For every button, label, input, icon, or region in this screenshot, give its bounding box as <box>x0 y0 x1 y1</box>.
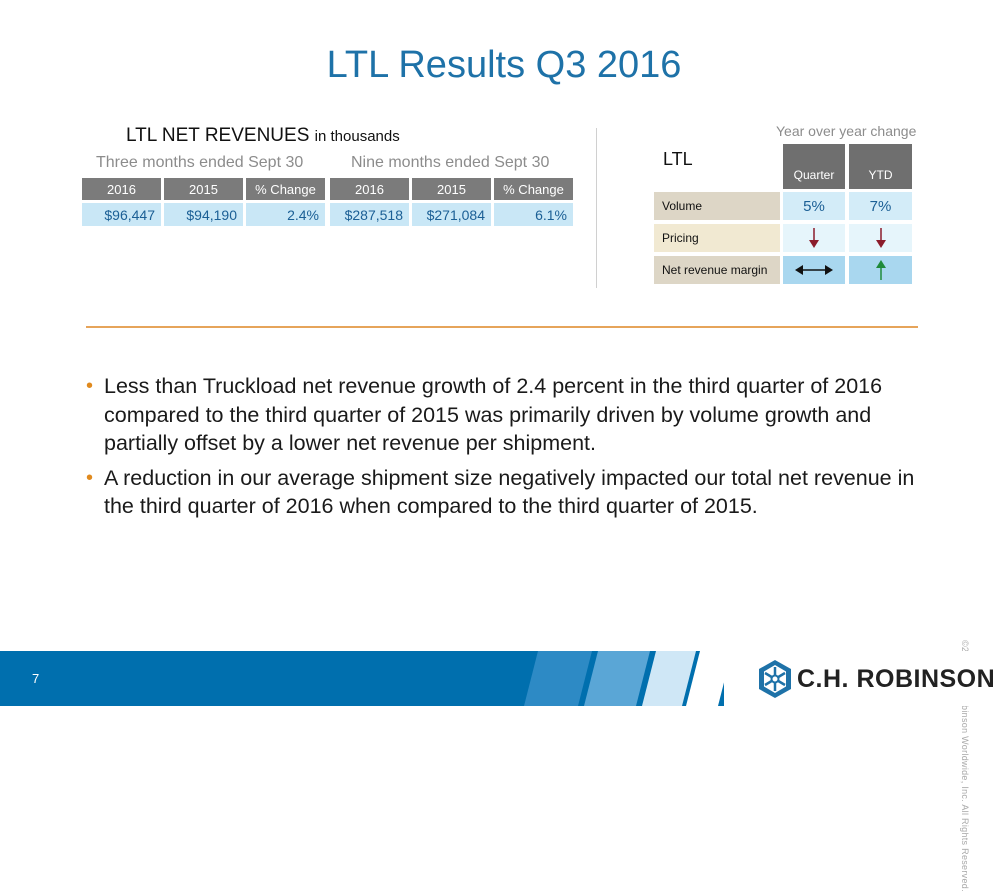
bullet-text: A reduction in our average shipment size… <box>104 465 915 519</box>
segment-label: LTL <box>663 149 693 169</box>
net-revenues-heading: LTL NET REVENUES in thousands <box>126 125 400 147</box>
content-divider <box>86 326 918 328</box>
quarter-header: Quarter <box>783 144 845 189</box>
header-2015: 2015 <box>164 178 243 203</box>
pricing-quarter <box>783 224 845 252</box>
header-2016: 2016 <box>330 178 409 203</box>
left-right-arrow-icon <box>795 265 833 275</box>
pricing-ytd <box>849 224 912 252</box>
brand-name: C.H. ROBINSON <box>797 665 996 693</box>
yoy-caption: Year over year change <box>776 123 917 139</box>
header-pct-change: % Change <box>494 178 573 203</box>
bullet-dot-icon: • <box>86 375 94 397</box>
value-pct-change: 2.4% <box>246 203 325 226</box>
up-arrow-icon <box>875 260 886 280</box>
row-label-pricing: Pricing <box>654 224 780 252</box>
slide-number: 7 <box>32 671 40 686</box>
header-pct-change: % Change <box>246 178 325 203</box>
bullet-list: • Less than Truckload net revenue growth … <box>86 372 926 527</box>
three-months-table: 2016 2015 % Change $96,447 $94,190 2.4% <box>79 178 328 226</box>
three-months-label: Three months ended Sept 30 <box>96 154 304 171</box>
bullet-item: • A reduction in our average shipment siz… <box>86 464 926 521</box>
net-revenues-heading-main: LTL NET REVENUES <box>126 125 310 146</box>
bullet-item: • Less than Truckload net revenue growth … <box>86 372 926 458</box>
row-label-net-revenue-margin: Net revenue margin <box>654 256 780 284</box>
nine-months-label: Nine months ended Sept 30 <box>351 154 550 171</box>
value-2015: $271,084 <box>412 203 491 226</box>
header-2016: 2016 <box>82 178 161 203</box>
down-arrow-icon <box>809 228 819 248</box>
value-2015: $94,190 <box>164 203 243 226</box>
value-2016: $96,447 <box>82 203 161 226</box>
down-arrow-icon <box>875 228 886 248</box>
row-label-volume: Volume <box>654 192 780 220</box>
net-revenue-margin-ytd <box>849 256 912 284</box>
ytd-header: YTD <box>849 144 912 189</box>
net-revenues-heading-suffix: in thousands <box>314 128 400 145</box>
bullet-dot-icon: • <box>86 466 94 489</box>
value-2016: $287,518 <box>330 203 409 226</box>
footer-stripes <box>524 651 732 706</box>
section-divider <box>596 128 597 288</box>
net-revenue-margin-quarter <box>783 256 845 284</box>
nine-months-table: 2016 2015 % Change $287,518 $271,084 6.1… <box>327 178 576 226</box>
robinson-logo-icon <box>759 660 791 698</box>
slide-title: LTL Results Q3 2016 <box>326 44 682 86</box>
value-pct-change: 6.1% <box>494 203 573 226</box>
header-2015: 2015 <box>412 178 491 203</box>
volume-ytd: 7% <box>849 192 912 220</box>
volume-quarter: 5% <box>783 192 845 220</box>
bullet-text: Less than Truckload net revenue growth o… <box>104 374 883 455</box>
